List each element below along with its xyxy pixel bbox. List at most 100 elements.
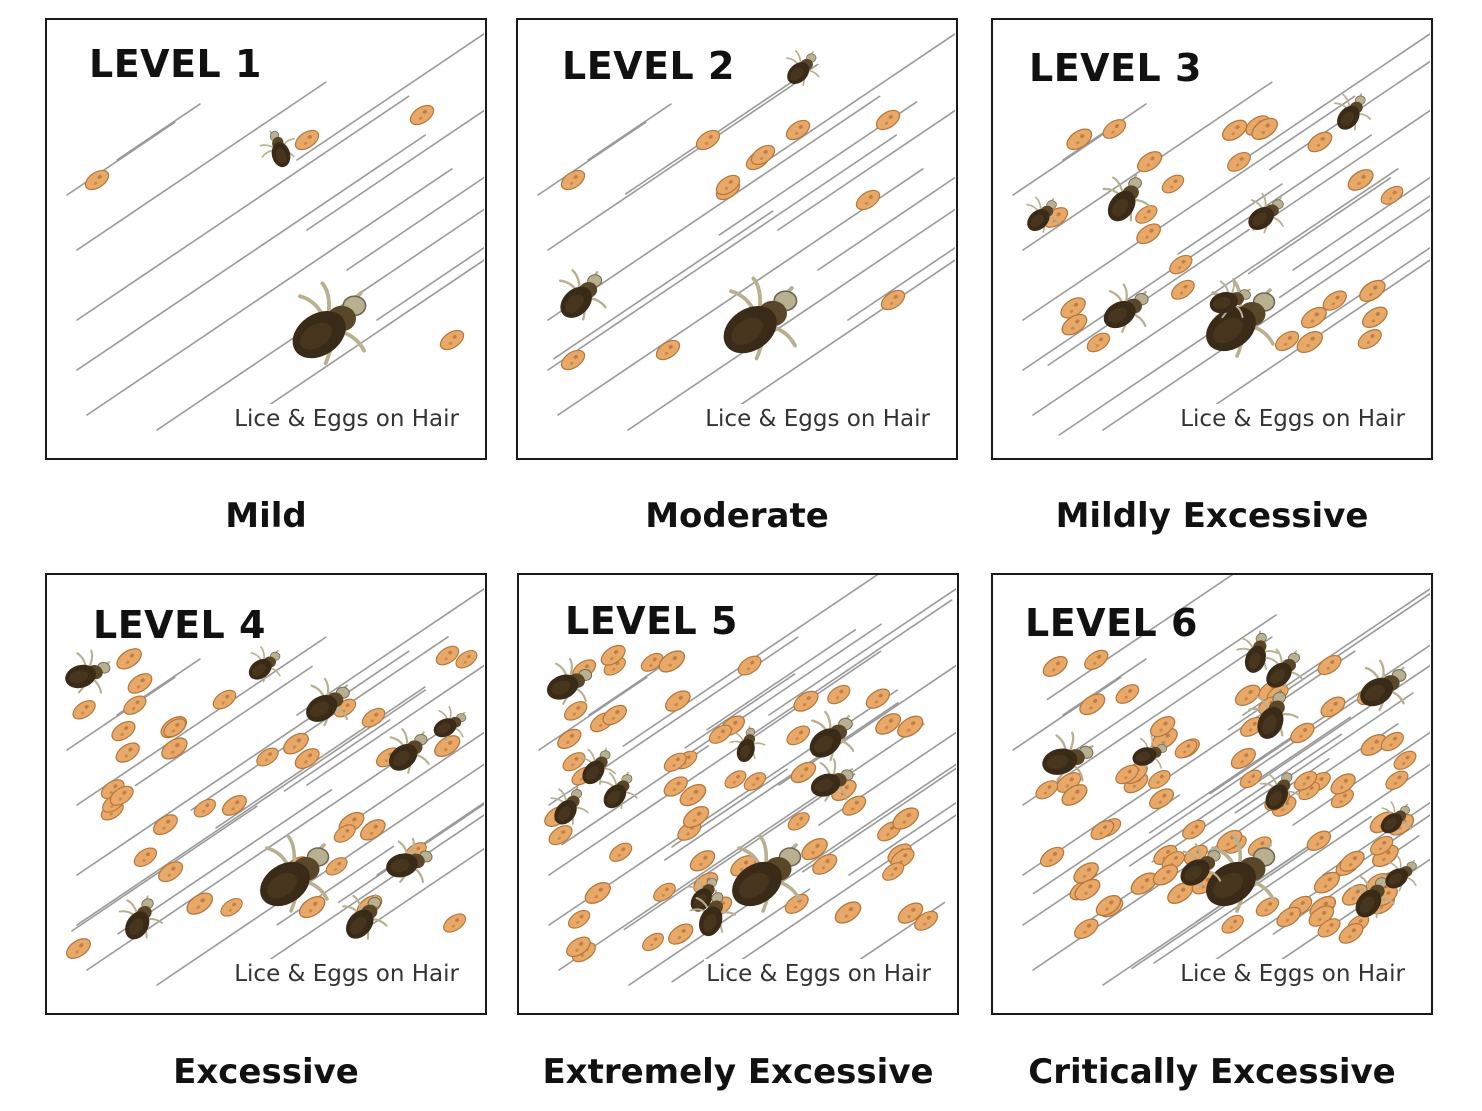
louse: [1380, 801, 1412, 836]
hair-strand: [1234, 692, 1414, 814]
nit-egg: [455, 650, 478, 669]
louse: [729, 725, 766, 763]
nit-egg: [84, 169, 110, 191]
hair-strand: [553, 210, 774, 360]
hair-strand: [547, 81, 798, 251]
hair-strand: [306, 664, 484, 786]
nit-egg: [1347, 169, 1374, 191]
hair-strand: [739, 599, 953, 744]
louse: [259, 130, 296, 168]
hair-illustration: [66, 32, 484, 431]
louse: [689, 889, 737, 937]
nit-egg: [1360, 734, 1387, 756]
nit-egg: [1074, 878, 1101, 901]
nit-egg: [1290, 722, 1315, 744]
nit-egg: [1169, 254, 1193, 275]
nit-egg: [640, 652, 664, 672]
hair-strand: [246, 259, 484, 421]
hair-strand: [1022, 650, 1356, 876]
nit-egg: [793, 690, 819, 712]
nit-egg: [163, 718, 187, 738]
nit-egg: [116, 648, 142, 670]
nit-egg: [1274, 330, 1300, 352]
louse: [118, 895, 163, 940]
nit-egg: [914, 910, 939, 931]
nit-egg: [133, 847, 158, 867]
nit-egg: [1380, 185, 1404, 205]
nit-egg: [298, 896, 326, 919]
hair-strand: [538, 676, 648, 751]
louse: [1209, 277, 1251, 319]
nit-egg: [1306, 830, 1332, 852]
nit-egg: [152, 814, 178, 836]
louse: [1026, 196, 1060, 233]
nit-egg: [1276, 906, 1302, 928]
nit-egg: [560, 169, 586, 191]
nit-egg: [1066, 128, 1093, 151]
nit-egg: [220, 897, 243, 917]
nit-egg: [1338, 923, 1364, 944]
louse: [1248, 192, 1284, 234]
nit-egg: [65, 938, 91, 959]
severity-label: Moderate: [645, 496, 829, 536]
louse: [786, 49, 820, 86]
hair-strand: [346, 731, 484, 826]
nit-egg: [1137, 151, 1163, 173]
hair-illustration: [538, 575, 956, 987]
nit-egg: [563, 701, 588, 721]
nit-egg: [875, 713, 902, 735]
nit-egg: [600, 644, 626, 666]
hair-strand: [624, 63, 819, 195]
louse: [1206, 834, 1276, 913]
nit-egg: [109, 785, 134, 806]
hair-strand: [246, 814, 484, 976]
nit-egg: [1090, 820, 1115, 841]
louse: [1103, 283, 1149, 333]
hair-strand: [1192, 259, 1430, 421]
nit-egg: [668, 923, 694, 945]
nit-egg: [655, 339, 681, 361]
nit-egg: [1079, 693, 1106, 716]
louse: [306, 677, 350, 727]
level-6-panel: LEVEL 6 Lice & Eggs on Hair: [991, 573, 1433, 1015]
hair-strand: [1292, 731, 1430, 826]
louse: [1042, 731, 1094, 782]
nit-egg: [812, 853, 838, 875]
hair-strand: [66, 121, 176, 196]
nit-egg: [880, 289, 906, 311]
nit-egg: [892, 807, 920, 830]
nit-egg: [1149, 788, 1175, 810]
hair-strand: [1047, 228, 1250, 366]
level-title: LEVEL 1: [89, 42, 262, 86]
nit-egg: [1086, 332, 1111, 353]
hair-strand: [296, 32, 484, 161]
louse: [1180, 843, 1222, 890]
hair-strand: [337, 803, 484, 904]
hair-strand: [717, 259, 955, 421]
nit-egg: [158, 861, 184, 883]
hair-strand: [1242, 32, 1430, 161]
hair-strand: [355, 847, 484, 936]
nit-egg: [1296, 330, 1323, 354]
nit-egg: [1357, 329, 1382, 350]
hair-strand: [1278, 194, 1430, 299]
nit-egg: [409, 104, 435, 126]
nit-egg: [1227, 151, 1251, 172]
nit-egg: [1084, 649, 1109, 671]
nit-egg: [1042, 655, 1068, 677]
nit-egg: [186, 892, 214, 915]
nit-egg: [439, 329, 465, 351]
nit-egg: [333, 824, 356, 843]
nit-egg: [1370, 835, 1394, 856]
nit-egg: [1102, 119, 1127, 139]
panel-caption: Lice & Eggs on Hair: [1178, 959, 1407, 989]
hair-strand: [76, 134, 426, 371]
hair-strand: [1022, 95, 1356, 321]
hair-strand: [1153, 815, 1372, 964]
nit-egg: [1385, 770, 1409, 790]
hair-strand: [116, 103, 201, 161]
hair-strand: [622, 575, 879, 747]
nit-egg: [221, 794, 247, 816]
louse: [1260, 769, 1301, 810]
severity-label: Excessive: [173, 1052, 359, 1092]
